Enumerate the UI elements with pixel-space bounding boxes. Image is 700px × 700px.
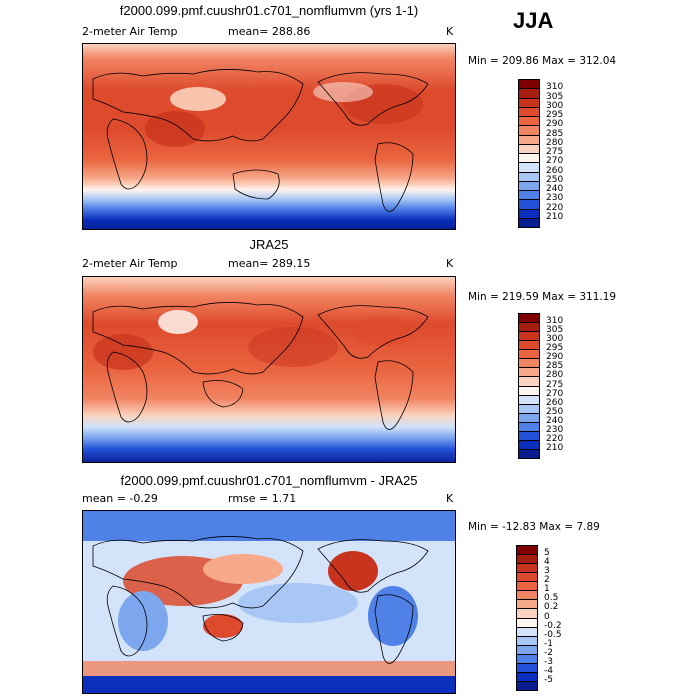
mean-value: mean = -0.29 — [82, 492, 158, 505]
map-obs — [82, 276, 456, 463]
colorbar-swatch — [518, 448, 540, 459]
rmse-value: rmse = 1.71 — [228, 492, 297, 505]
colorbar-label: 230 — [546, 193, 564, 204]
unit-label: K — [446, 492, 454, 505]
colorbar-swatch — [516, 680, 538, 691]
variable-label: 2-meter Air Temp — [82, 25, 178, 38]
colorbar-label: 275 — [546, 147, 564, 157]
colorbar-label: 290 — [546, 119, 564, 130]
colorbar-label: -0.2 — [544, 620, 562, 631]
map-model — [82, 43, 456, 230]
colorbar-label: 270 — [546, 156, 564, 167]
colorbar-label: 230 — [546, 424, 564, 435]
mean-value: mean= 289.15 — [228, 257, 311, 270]
colorbar-label: 0.2 — [544, 602, 559, 613]
colorbar-label: 305 — [546, 325, 564, 336]
colorbar-label: 210 — [546, 442, 564, 453]
map-model-field — [83, 44, 455, 229]
map-diff — [82, 510, 456, 694]
map-diff-field — [83, 511, 455, 693]
colorbar-label: -2 — [544, 647, 553, 658]
colorbar-label: -1 — [544, 638, 553, 649]
colorbar-label: 3 — [544, 566, 550, 577]
colorbar-label: 220 — [546, 202, 564, 213]
colorbar-label: 280 — [546, 370, 564, 381]
panel-title: f2000.099.pmf.cuushr01.c701_nomflumvm (y… — [119, 3, 419, 18]
colorbar-label: 310 — [546, 316, 564, 327]
mean-value: mean= 288.86 — [228, 25, 311, 38]
colorbar-label: -0.5 — [544, 629, 562, 640]
colorbar-label: 295 — [546, 343, 564, 354]
colorbar-label: 275 — [546, 379, 564, 390]
colorbar-label: 300 — [546, 100, 564, 111]
colorbar-label: 240 — [546, 415, 564, 426]
colorbar-label: -4 — [544, 665, 553, 676]
colorbar-label: 5 — [544, 548, 550, 559]
colorbar-label: 4 — [544, 557, 550, 568]
panel-title: f2000.099.pmf.cuushr01.c701_nomflumvm - … — [120, 473, 418, 488]
min-max: Min = 209.86 Max = 312.04 — [468, 55, 617, 67]
colorbar-label: 220 — [546, 433, 564, 444]
unit-label: K — [446, 257, 454, 270]
colorbar-label: 0 — [544, 611, 550, 622]
colorbar-label: 285 — [546, 361, 564, 372]
colorbar-label: 0.5 — [544, 593, 559, 604]
colorbar-label: 260 — [546, 165, 564, 176]
colorbar-label: 285 — [546, 128, 564, 139]
min-max: Min = -12.83 Max = 7.89 — [468, 521, 600, 533]
panel-title: JRA25 — [249, 237, 289, 252]
variable-label: 2-meter Air Temp — [82, 257, 178, 270]
colorbar-model: 310 305 300 295 290 285 280 275 270 260 250 240 230 2… — [518, 79, 578, 228]
colorbar-label: 210 — [546, 211, 564, 222]
colorbar-label: 305 — [546, 91, 564, 102]
colorbar-label: 300 — [546, 334, 564, 345]
min-max: Min = 219.59 Max = 311.19 — [468, 291, 617, 303]
colorbar-label: -3 — [544, 656, 553, 667]
colorbar-swatch — [518, 217, 540, 228]
map-obs-field — [83, 277, 455, 462]
colorbar-label: 290 — [546, 352, 564, 363]
colorbar-label: -5 — [544, 674, 553, 685]
colorbar-label: 240 — [546, 184, 564, 194]
colorbar-label: 250 — [546, 406, 564, 417]
colorbar-label: 280 — [546, 137, 564, 148]
colorbar-diff: 5 4 3 2 1 0.5 0.2 0 -0.2 -0.5 -1 -2 -3 -4 -5 — [516, 545, 576, 691]
unit-label: K — [446, 25, 454, 38]
colorbar-label: 295 — [546, 110, 564, 120]
colorbar-obs: 310 305 300 295 290 285 280 275 270 260 250 240 230 2… — [518, 313, 578, 459]
colorbar-label: 250 — [546, 174, 564, 185]
colorbar-label: 260 — [546, 397, 564, 408]
colorbar-label: 1 — [544, 584, 550, 595]
colorbar-label: 270 — [546, 388, 564, 399]
colorbar-label: 2 — [544, 575, 550, 586]
colorbar-label: 310 — [546, 82, 564, 93]
season-label: JJA — [513, 8, 554, 33]
